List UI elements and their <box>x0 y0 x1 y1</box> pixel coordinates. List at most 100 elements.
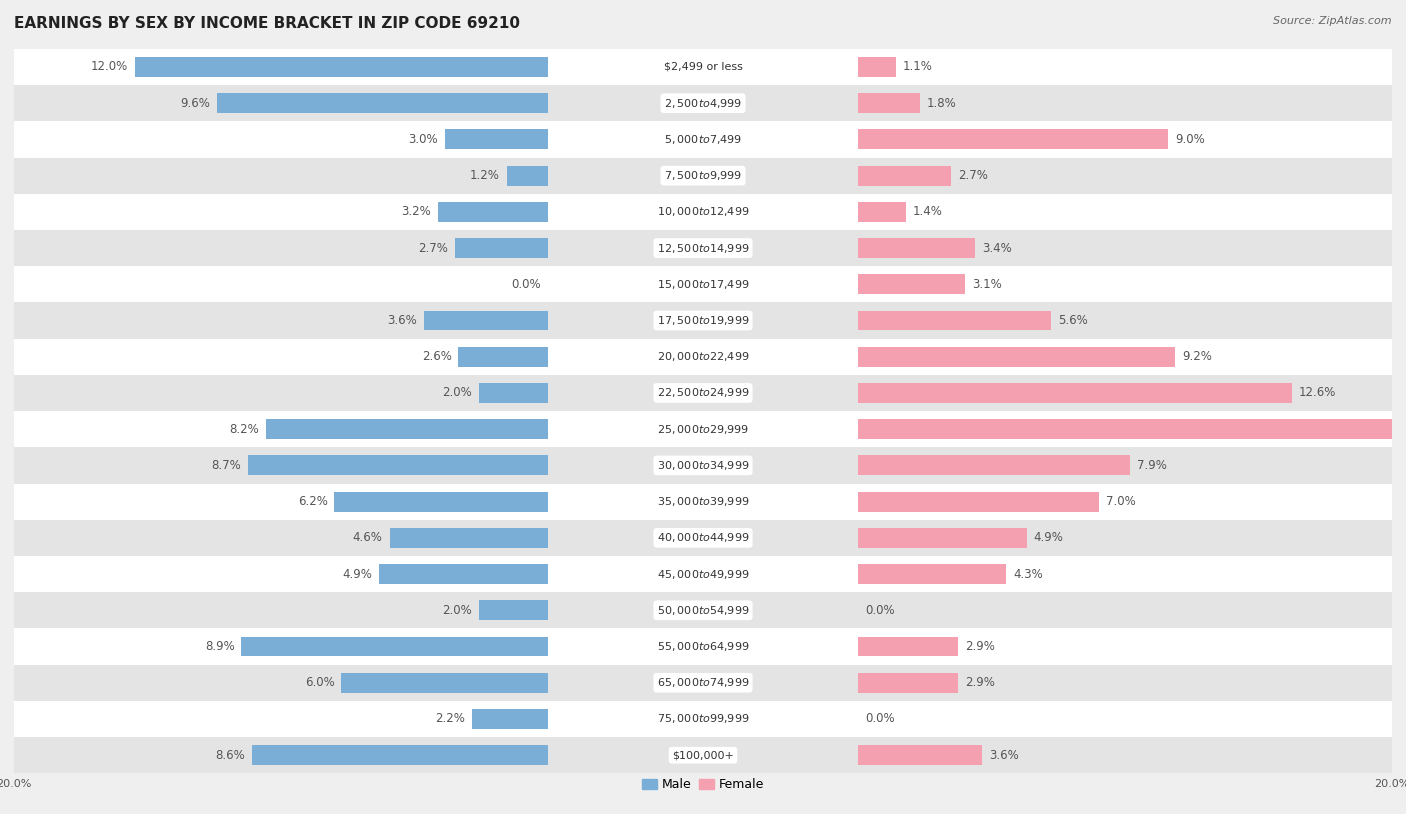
Bar <box>14 737 1392 773</box>
Text: 3.1%: 3.1% <box>972 278 1001 291</box>
Text: 2.0%: 2.0% <box>443 604 472 617</box>
Text: 2.6%: 2.6% <box>422 350 451 363</box>
Text: $50,000 to $54,999: $50,000 to $54,999 <box>657 604 749 617</box>
Bar <box>858 239 976 258</box>
Text: 8.7%: 8.7% <box>212 459 242 472</box>
Text: 7.9%: 7.9% <box>1137 459 1167 472</box>
Text: 5.6%: 5.6% <box>1057 314 1088 327</box>
Bar <box>858 274 965 294</box>
Bar <box>14 339 1392 374</box>
Text: $55,000 to $64,999: $55,000 to $64,999 <box>657 640 749 653</box>
Bar <box>380 564 548 584</box>
Legend: Male, Female: Male, Female <box>637 773 769 796</box>
Text: 2.7%: 2.7% <box>957 169 988 182</box>
Text: $10,000 to $12,499: $10,000 to $12,499 <box>657 205 749 218</box>
Text: 8.2%: 8.2% <box>229 422 259 435</box>
Text: $20,000 to $22,499: $20,000 to $22,499 <box>657 350 749 363</box>
Text: 12.6%: 12.6% <box>1299 387 1336 400</box>
Text: 1.4%: 1.4% <box>912 205 943 218</box>
Bar <box>14 121 1392 158</box>
Bar <box>858 528 1026 548</box>
Text: $2,500 to $4,999: $2,500 to $4,999 <box>664 97 742 110</box>
Bar <box>14 266 1392 303</box>
Bar <box>858 57 896 77</box>
Bar <box>14 194 1392 230</box>
Text: 2.9%: 2.9% <box>965 676 994 689</box>
Text: 4.6%: 4.6% <box>353 532 382 545</box>
Text: 7.0%: 7.0% <box>1107 495 1136 508</box>
Text: 6.0%: 6.0% <box>305 676 335 689</box>
Text: 3.6%: 3.6% <box>988 749 1019 762</box>
Bar <box>242 637 548 656</box>
Text: $75,000 to $99,999: $75,000 to $99,999 <box>657 712 749 725</box>
Bar <box>858 637 957 656</box>
Bar <box>506 166 548 186</box>
Text: 1.1%: 1.1% <box>903 60 932 73</box>
Bar <box>858 129 1168 149</box>
Bar <box>858 383 1292 403</box>
Bar <box>437 202 548 221</box>
Bar <box>266 419 548 439</box>
Bar <box>14 484 1392 519</box>
Bar <box>14 85 1392 121</box>
Text: 2.7%: 2.7% <box>418 242 449 255</box>
Bar <box>479 383 548 403</box>
Text: 3.2%: 3.2% <box>401 205 430 218</box>
Text: Source: ZipAtlas.com: Source: ZipAtlas.com <box>1274 16 1392 26</box>
Bar <box>858 419 1406 439</box>
Bar <box>14 556 1392 592</box>
Bar <box>858 746 981 765</box>
Text: $17,500 to $19,999: $17,500 to $19,999 <box>657 314 749 327</box>
Bar <box>444 129 548 149</box>
Text: 4.9%: 4.9% <box>343 567 373 580</box>
Bar <box>14 302 1392 339</box>
Text: 9.0%: 9.0% <box>1175 133 1205 146</box>
Text: 9.6%: 9.6% <box>180 97 211 110</box>
Text: 2.2%: 2.2% <box>436 712 465 725</box>
Bar <box>252 746 548 765</box>
Text: $7,500 to $9,999: $7,500 to $9,999 <box>664 169 742 182</box>
Bar <box>858 673 957 693</box>
Text: 3.6%: 3.6% <box>387 314 418 327</box>
Bar <box>458 347 548 366</box>
Bar <box>249 456 548 475</box>
Bar <box>425 311 548 330</box>
Bar <box>858 94 920 113</box>
Text: 0.0%: 0.0% <box>865 712 894 725</box>
Bar <box>858 202 907 221</box>
Bar <box>858 456 1130 475</box>
Text: 12.0%: 12.0% <box>90 60 128 73</box>
Bar <box>14 592 1392 628</box>
Bar <box>14 447 1392 484</box>
Text: 2.9%: 2.9% <box>965 640 994 653</box>
Bar <box>479 601 548 620</box>
Bar <box>14 519 1392 556</box>
Bar <box>335 492 548 511</box>
Bar <box>14 230 1392 266</box>
Bar <box>858 564 1007 584</box>
Text: $15,000 to $17,499: $15,000 to $17,499 <box>657 278 749 291</box>
Text: $30,000 to $34,999: $30,000 to $34,999 <box>657 459 749 472</box>
Text: 6.2%: 6.2% <box>298 495 328 508</box>
Bar <box>14 411 1392 448</box>
Text: 4.3%: 4.3% <box>1012 567 1043 580</box>
Bar <box>456 239 548 258</box>
Text: $40,000 to $44,999: $40,000 to $44,999 <box>657 532 749 545</box>
Text: 0.0%: 0.0% <box>865 604 894 617</box>
Text: $25,000 to $29,999: $25,000 to $29,999 <box>657 422 749 435</box>
Bar <box>389 528 548 548</box>
Text: 9.2%: 9.2% <box>1182 350 1212 363</box>
Text: $22,500 to $24,999: $22,500 to $24,999 <box>657 387 749 400</box>
Text: $100,000+: $100,000+ <box>672 751 734 760</box>
Text: 1.8%: 1.8% <box>927 97 956 110</box>
Text: 8.9%: 8.9% <box>205 640 235 653</box>
Bar <box>14 49 1392 85</box>
Text: EARNINGS BY SEX BY INCOME BRACKET IN ZIP CODE 69210: EARNINGS BY SEX BY INCOME BRACKET IN ZIP… <box>14 16 520 31</box>
Text: 0.0%: 0.0% <box>512 278 541 291</box>
Text: $65,000 to $74,999: $65,000 to $74,999 <box>657 676 749 689</box>
Bar <box>218 94 548 113</box>
Text: 3.0%: 3.0% <box>408 133 437 146</box>
Text: $45,000 to $49,999: $45,000 to $49,999 <box>657 567 749 580</box>
Text: $12,500 to $14,999: $12,500 to $14,999 <box>657 242 749 255</box>
Bar <box>858 166 950 186</box>
